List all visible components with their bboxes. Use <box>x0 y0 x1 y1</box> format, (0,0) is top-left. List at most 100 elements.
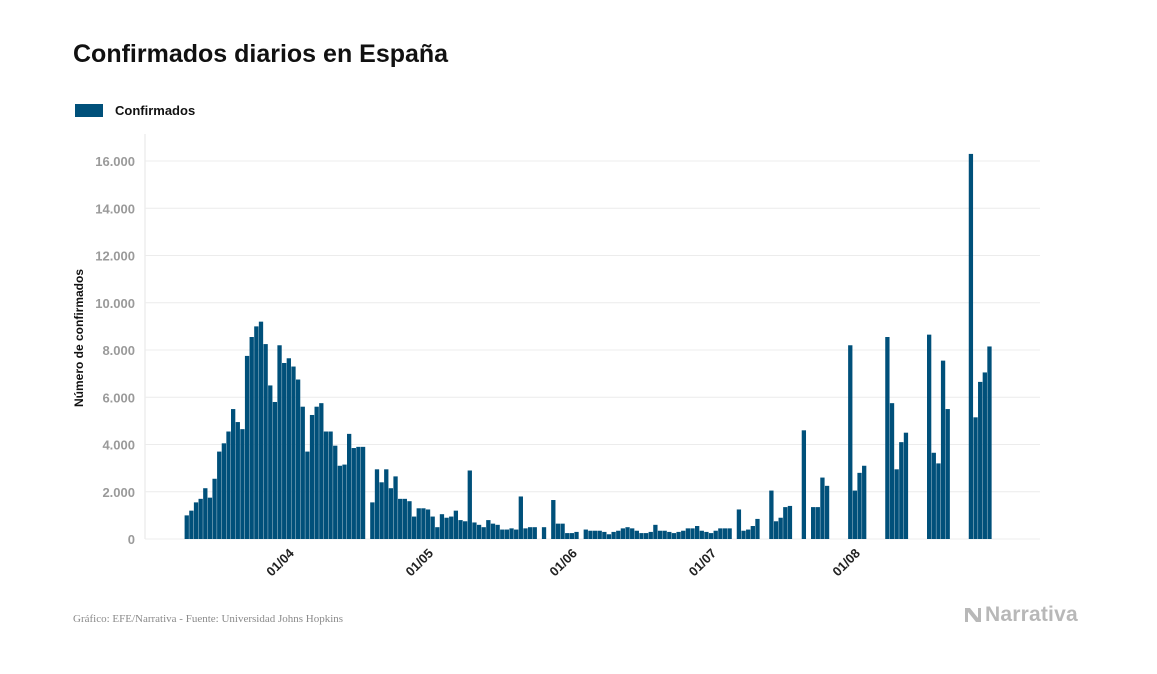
bar <box>184 515 189 540</box>
bar <box>282 362 287 539</box>
bar <box>787 505 793 539</box>
bar <box>940 360 946 539</box>
bar <box>379 482 384 539</box>
bar <box>235 422 240 539</box>
source-note: Gráfico: EFE/Narrativa - Fuente: Univers… <box>73 613 344 625</box>
bar <box>639 533 644 539</box>
bar <box>750 526 755 539</box>
bar <box>193 502 199 539</box>
bar <box>653 524 658 539</box>
bar <box>268 385 273 539</box>
bar <box>718 528 723 539</box>
bar <box>620 528 626 539</box>
bar <box>277 345 282 539</box>
bar <box>820 477 825 539</box>
brand-name: Narrativa <box>985 603 1078 626</box>
bar <box>351 448 356 539</box>
bar <box>217 451 222 539</box>
bar <box>254 326 259 540</box>
bar <box>657 530 663 539</box>
chart-title: Confirmados diarios en España <box>73 40 449 68</box>
x-tick-label: 01/05 <box>403 546 437 580</box>
bar <box>300 406 305 539</box>
bar <box>899 442 904 539</box>
bar <box>532 527 537 539</box>
bar <box>305 451 310 539</box>
bar <box>449 516 454 539</box>
bar <box>226 431 231 539</box>
bar <box>541 527 547 539</box>
bar <box>713 530 718 539</box>
bar <box>486 520 491 539</box>
bar <box>630 528 635 539</box>
bar <box>518 496 523 539</box>
narrativa-logo-icon <box>965 608 981 622</box>
y-tick-label: 14.000 <box>95 201 135 216</box>
bar <box>778 517 783 539</box>
bar <box>439 514 445 539</box>
bar <box>982 372 987 539</box>
y-tick-label: 6.000 <box>102 390 135 405</box>
bar <box>319 403 324 539</box>
bar <box>927 334 932 539</box>
bar <box>356 446 361 539</box>
bar <box>773 521 779 539</box>
bar <box>560 523 565 539</box>
bar <box>555 523 561 539</box>
bar <box>314 406 319 539</box>
bar <box>685 528 691 539</box>
bar <box>514 529 519 539</box>
y-axis-ticks: 0 2.000 4.000 6.000 8.000 10.000 12.000 14.000 1… <box>95 154 135 547</box>
y-tick-label: 0 <box>128 532 135 547</box>
bar <box>625 527 630 539</box>
bar <box>811 507 816 539</box>
bar <box>681 530 686 539</box>
bar <box>695 526 700 539</box>
bar <box>388 488 394 539</box>
bar <box>987 346 992 539</box>
bar <box>398 498 403 539</box>
bar <box>648 531 653 539</box>
bar <box>592 530 598 539</box>
bar <box>565 533 570 539</box>
y-tick-label: 10.000 <box>95 296 135 311</box>
bar <box>727 528 732 539</box>
bar <box>463 521 468 539</box>
bar <box>852 490 858 539</box>
bar <box>333 445 338 539</box>
bar <box>704 531 709 539</box>
bar <box>583 529 588 539</box>
bar <box>286 358 291 539</box>
bar <box>453 510 459 539</box>
bar <box>634 530 639 539</box>
x-axis-ticks: 01/04 01/05 01/06 01/07 01/08 <box>263 545 863 579</box>
bar <box>435 527 440 539</box>
bar <box>551 500 556 539</box>
bar <box>945 409 950 539</box>
bar <box>801 430 807 539</box>
bar <box>708 533 714 539</box>
bar <box>221 443 227 539</box>
bar <box>481 527 486 539</box>
bar <box>490 523 496 539</box>
bar <box>527 527 533 539</box>
bar <box>337 465 343 539</box>
bar <box>602 531 607 539</box>
bar <box>416 508 421 539</box>
bar <box>862 465 867 539</box>
bar-series <box>184 153 992 540</box>
bar <box>272 401 278 539</box>
bar <box>569 533 575 539</box>
bar <box>722 528 728 539</box>
bar <box>611 531 616 539</box>
y-tick-label: 2.000 <box>102 485 135 500</box>
bar <box>783 507 788 539</box>
bar <box>203 488 208 539</box>
bar <box>968 153 974 539</box>
bar <box>309 414 315 539</box>
y-tick-label: 12.000 <box>95 249 135 264</box>
bar <box>495 524 500 539</box>
bar <box>769 490 774 539</box>
bar <box>425 509 431 539</box>
bar <box>212 478 217 539</box>
